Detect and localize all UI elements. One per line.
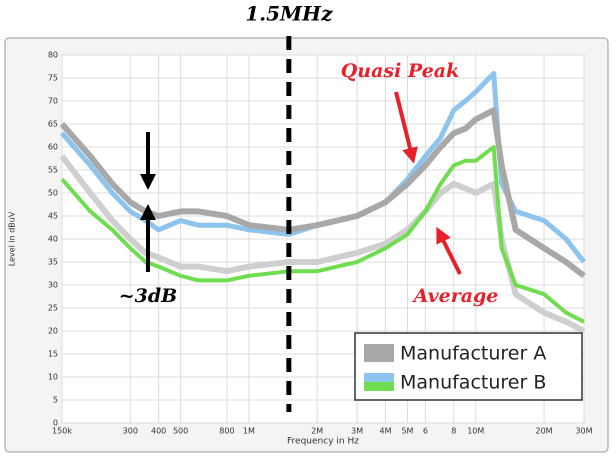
x-tick-label: 5M: [401, 427, 413, 436]
annotation-arrow: [436, 226, 462, 275]
legend-label: Manufacturer B: [400, 372, 546, 394]
y-tick-label: 15: [48, 350, 58, 359]
y-tick-label: 25: [48, 304, 58, 313]
y-tick-label: 30: [48, 281, 58, 290]
y-tick-label: 65: [48, 120, 58, 129]
x-tick-label: 800: [219, 427, 234, 436]
y-tick-label: 45: [48, 212, 58, 221]
y-tick-label: 60: [48, 143, 58, 152]
x-tick-label: 4M: [379, 427, 391, 436]
legend-swatch: [364, 373, 394, 382]
legend-label: Manufacturer A: [400, 343, 546, 365]
legend: Manufacturer A Manufacturer B: [354, 332, 583, 401]
x-tick-label: 150k: [52, 427, 72, 436]
annotations: 1.5MHz Quasi Peak Average ~3dB: [119, 2, 499, 412]
y-axis-label: Level in dBuV: [8, 211, 17, 266]
annotation-arrow: [394, 91, 418, 164]
annotation: Average: [412, 285, 499, 307]
x-tick-label: 3M: [351, 427, 363, 436]
x-tick-label: 6: [423, 427, 428, 436]
marker-label: 1.5MHz: [245, 2, 333, 26]
legend-swatch: [364, 382, 394, 391]
y-tick-label: 70: [48, 97, 58, 106]
x-tick-label: 2M: [311, 427, 323, 436]
annotation: Quasi Peak: [341, 60, 460, 82]
x-tick-label: 20M: [536, 427, 553, 436]
x-tick-label: 30M: [575, 427, 592, 436]
x-tick-label: 300: [123, 427, 138, 436]
x-tick-label: 8: [451, 427, 456, 436]
x-tick-label: 400: [151, 427, 166, 436]
x-tick-label: 500: [173, 427, 188, 436]
y-tick-label: 50: [48, 189, 58, 198]
annotation: ~3dB: [119, 285, 177, 307]
x-tick-label: 1M: [243, 427, 255, 436]
y-tick-label: 55: [48, 166, 58, 175]
y-tick-label: 10: [48, 373, 58, 382]
x-tick-label: 10M: [467, 427, 484, 436]
x-axis-label: Frequency in Hz: [287, 437, 359, 447]
y-tick-label: 75: [48, 74, 58, 83]
legend-swatch: [364, 344, 394, 362]
y-tick-label: 80: [48, 51, 58, 60]
y-tick-label: 0: [53, 419, 58, 428]
y-tick-label: 40: [48, 235, 58, 244]
y-tick-label: 5: [53, 396, 58, 405]
y-tick-label: 35: [48, 258, 58, 267]
y-tick-label: 20: [48, 327, 58, 336]
